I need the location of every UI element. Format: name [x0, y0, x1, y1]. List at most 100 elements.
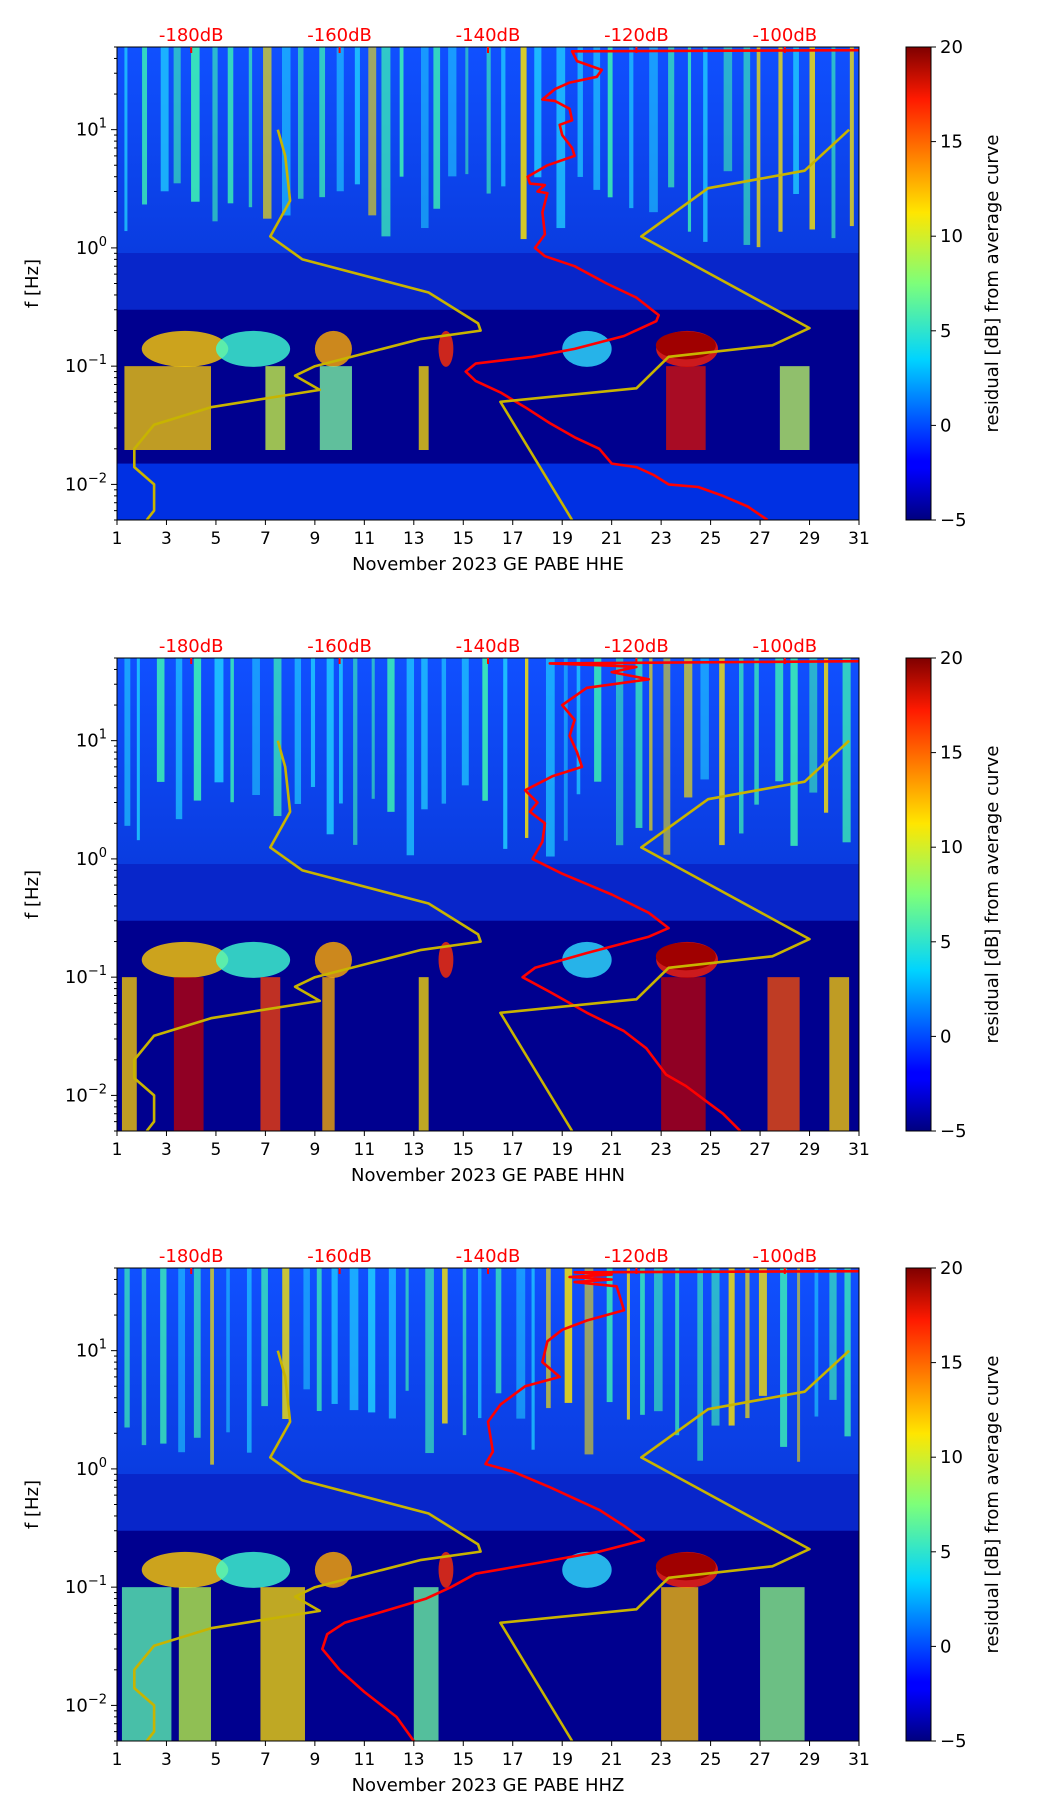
- spectrogram-column: [121, 977, 137, 1131]
- spectrogram-stripe: [516, 1268, 526, 1419]
- spectrogram-stripe: [210, 1268, 214, 1465]
- colorbar-tick-label: 5: [940, 321, 951, 342]
- x-tick-label: 7: [260, 529, 271, 549]
- spectrogram-stripe: [797, 1268, 801, 1462]
- spectrogram-stripe: [141, 1268, 147, 1446]
- spectrogram-stripe: [534, 47, 542, 178]
- spectrogram-stripe: [261, 1268, 268, 1407]
- spectrogram-stripe: [593, 47, 601, 190]
- y-tick-label: 101: [76, 1338, 107, 1362]
- spectrogram-stripe: [331, 1268, 338, 1404]
- spectrogram-stripe: [663, 658, 671, 855]
- colorbar-tick-label: 15: [940, 132, 963, 153]
- spectrogram-area: [117, 1268, 859, 1741]
- spectrogram-stripe: [178, 1268, 186, 1453]
- curve-nlnm: [133, 1350, 482, 1741]
- y-tick-label: 10−2: [65, 1692, 107, 1716]
- spectrogram-stripe: [399, 47, 404, 177]
- spectrogram-stripe: [371, 658, 375, 799]
- spectrogram-stripe: [425, 1268, 434, 1454]
- spectrogram-stripe: [635, 658, 643, 828]
- curve-nlnm: [133, 129, 482, 520]
- spectrogram-stripe: [606, 1268, 613, 1403]
- colorbar-tick-label: 5: [940, 932, 951, 953]
- x-tick-label: 21: [601, 1140, 623, 1160]
- spectrogram-stripe: [629, 47, 634, 209]
- curve-nhnm: [499, 128, 850, 520]
- spectrogram-stripe: [738, 658, 744, 834]
- colorbar: [905, 1267, 932, 1742]
- spectrogram-hotspot: [215, 1551, 291, 1588]
- colorbar-tick-label: 20: [940, 37, 963, 58]
- x-tick-label: 7: [260, 1750, 271, 1770]
- x-tick-label: 1: [112, 529, 123, 549]
- x-tick-label: 29: [799, 1140, 821, 1160]
- curve-nhnm: [499, 739, 850, 1131]
- y-tick-label: 101: [76, 117, 107, 141]
- spectrogram-stripe: [263, 47, 272, 219]
- spectrogram-stripe: [520, 47, 527, 240]
- spectrogram-stripe: [227, 47, 234, 204]
- spectrogram-stripe: [501, 47, 506, 187]
- y-axis-label: f [Hz]: [22, 259, 43, 308]
- colorbar-tick-label: 0: [940, 1636, 951, 1657]
- spectrogram-stripe: [842, 658, 851, 843]
- spectrogram-stripe: [214, 658, 224, 783]
- spectrogram-column: [767, 977, 800, 1131]
- spectrogram-stripe: [310, 658, 316, 787]
- spectrogram-stripe: [649, 47, 658, 213]
- top-axis-label: -100dB: [752, 1246, 817, 1267]
- spectrogram-stripe: [780, 1268, 788, 1447]
- spectrogram-stripe: [495, 1268, 502, 1394]
- y-tick-exponent: −1: [88, 964, 107, 979]
- x-tick-label: 15: [452, 1140, 474, 1160]
- top-axis-label: -120dB: [604, 25, 669, 46]
- y-tick-label: 10−1: [65, 964, 107, 988]
- spectrogram-stripe: [462, 1268, 467, 1436]
- spectrogram-stripe: [297, 47, 304, 199]
- spectrogram-stripe: [711, 1268, 720, 1426]
- spectrogram-stripe: [564, 1268, 573, 1403]
- spectrogram-column: [178, 1587, 211, 1741]
- spectrogram-stripe: [556, 47, 566, 229]
- curve-mean-psd: [320, 1269, 859, 1741]
- spectrogram-stripe: [719, 658, 725, 846]
- spectrogram-stripe: [368, 1268, 376, 1413]
- top-axis-label: -160dB: [307, 1246, 372, 1267]
- colorbar-tick-label: 20: [940, 648, 963, 669]
- spectrogram-stripe: [723, 47, 733, 172]
- colorbar-label: residual [dB] from average curve: [982, 1355, 1003, 1653]
- spectrogram-stripe: [248, 47, 253, 208]
- high-frequency-band: [117, 1268, 859, 1475]
- spectrogram-stripe: [829, 1268, 837, 1400]
- spectrogram-area: [117, 47, 859, 520]
- top-axis-label: -180dB: [159, 1246, 224, 1267]
- spectrogram-stripe: [563, 658, 568, 841]
- spectrogram-column: [413, 1587, 439, 1741]
- spectrogram-area: [117, 658, 859, 1131]
- x-tick-label: 19: [551, 1140, 573, 1160]
- spectrogram-stripe: [577, 47, 583, 177]
- curve-nlnm: [133, 740, 482, 1131]
- top-axis-label: -180dB: [159, 25, 224, 46]
- spectrogram-stripe: [193, 1268, 201, 1438]
- y-axis-label: f [Hz]: [22, 1480, 43, 1529]
- colorbar-tick-label: −5: [940, 510, 967, 531]
- spectrogram-stripe: [326, 658, 334, 835]
- spectrogram-column: [121, 1587, 172, 1741]
- x-tick-label: 7: [260, 1140, 271, 1160]
- spectrogram-hotspot: [438, 330, 454, 367]
- spectrogram-column: [661, 1587, 699, 1741]
- spectrogram-hotspot: [215, 941, 291, 978]
- y-tick-label: 100: [76, 846, 107, 870]
- spectrogram-stripe: [849, 47, 854, 227]
- spectrogram-stripe: [156, 658, 165, 782]
- top-axis-label: -140dB: [456, 636, 521, 657]
- colorbar-tick-label: 0: [940, 415, 951, 436]
- spectrogram-stripe: [230, 658, 234, 803]
- spectrogram-stripe: [421, 658, 428, 810]
- colorbar-tick-label: 20: [940, 1258, 963, 1279]
- curve-mean-psd: [521, 659, 859, 1131]
- x-axis-label: November 2023 GE PABE HHN: [351, 1165, 625, 1186]
